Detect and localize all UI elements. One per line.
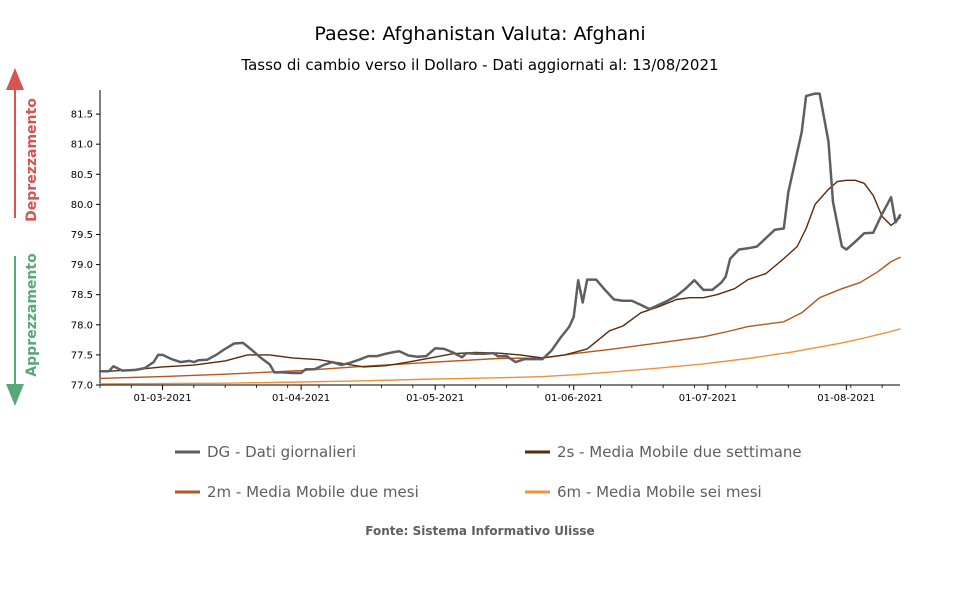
side-annotation-top: Deprezzamento xyxy=(6,68,40,222)
y-tick-label: 79.5 xyxy=(71,230,93,241)
series-layer xyxy=(98,92,902,385)
y-tick-label: 81.0 xyxy=(71,140,93,151)
series-line xyxy=(98,92,902,375)
y-tick-label: 79.0 xyxy=(71,260,93,271)
legend-label: 2s - Media Mobile due settimane xyxy=(557,443,802,461)
y-tick-label: 78.0 xyxy=(71,320,93,331)
x-tick-label: 01-05-2021 xyxy=(406,393,464,404)
down-arrow-icon xyxy=(6,384,24,406)
y-tick-label: 78.5 xyxy=(71,290,93,301)
series-line xyxy=(99,328,901,385)
x-tick-label: 01-08-2021 xyxy=(817,393,875,404)
legend-label: DG - Dati giornalieri xyxy=(207,443,356,461)
x-tick-label: 01-07-2021 xyxy=(679,393,737,404)
x-tick-label: 01-04-2021 xyxy=(272,393,330,404)
up-arrow-icon xyxy=(6,68,24,90)
source-note: Fonte: Sistema Informativo Ulisse xyxy=(365,524,594,538)
depreciation-label: Deprezzamento xyxy=(24,98,40,222)
x-tick-label: 01-06-2021 xyxy=(545,393,603,404)
side-annotation-bottom: Apprezzamento xyxy=(6,253,40,406)
y-tick-label: 77.0 xyxy=(71,381,93,392)
series-line xyxy=(99,179,901,373)
y-tick-label: 80.0 xyxy=(71,200,93,211)
chart-axes: 77.0 77.5 78.0 78.5 79.0 79.5 80.0 80.5 81.0 81.5… xyxy=(71,90,900,404)
series-line xyxy=(99,256,901,380)
y-tick-label: 81.5 xyxy=(71,110,93,121)
legend-label: 2m - Media Mobile due mesi xyxy=(207,483,419,501)
appreciation-label: Apprezzamento xyxy=(24,253,40,377)
legend-label: 6m - Media Mobile sei mesi xyxy=(557,483,762,501)
y-tick-label: 77.5 xyxy=(71,350,93,361)
chart-title: Paese: Afghanistan Valuta: Afghani xyxy=(314,23,645,45)
x-tick-label: 01-03-2021 xyxy=(134,393,192,404)
chart-legend: DG - Dati giornalieri 2s - Media Mobile d… xyxy=(175,443,802,501)
y-tick-label: 80.5 xyxy=(71,170,93,181)
chart-subtitle: Tasso di cambio verso il Dollaro - Dati … xyxy=(240,56,718,74)
